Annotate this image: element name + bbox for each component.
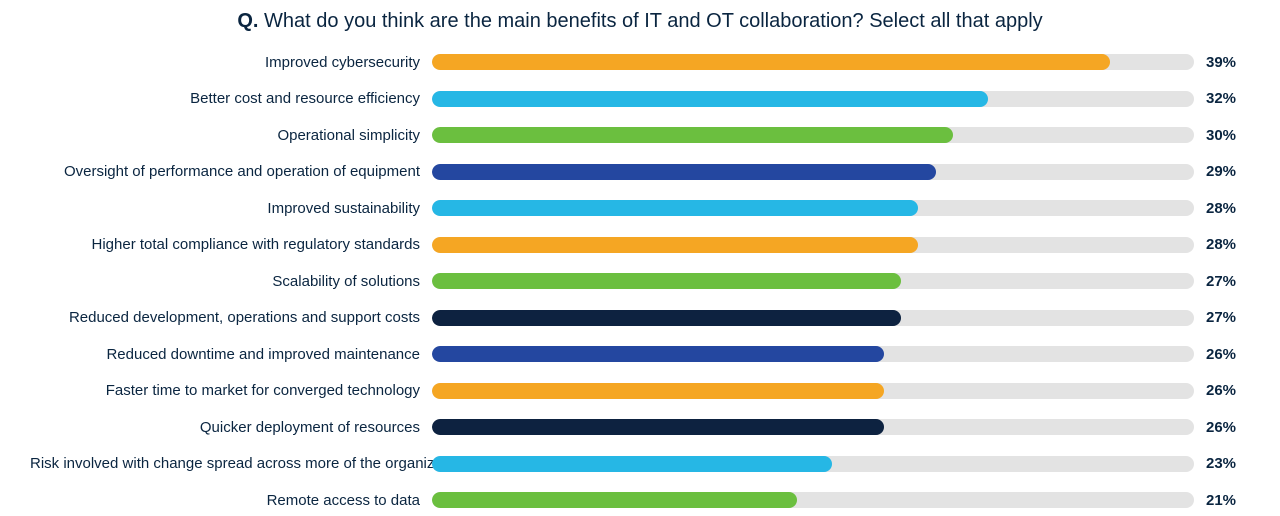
bar-row: Scalability of solutions 27%	[30, 270, 1250, 292]
bar-fill	[432, 164, 936, 180]
title-text: What do you think are the main benefits …	[264, 10, 1043, 32]
bar-label: Scalability of solutions	[30, 273, 420, 290]
bar-label: Remote access to data	[30, 492, 420, 509]
bar-value: 32%	[1206, 90, 1250, 107]
bar-row: Remote access to data 21%	[30, 489, 1250, 511]
bar-fill	[432, 383, 884, 399]
bar-label: Higher total compliance with regulatory …	[30, 236, 420, 253]
bar-track	[432, 419, 1194, 435]
bar-track	[432, 346, 1194, 362]
bar-fill	[432, 492, 797, 508]
bar-fill	[432, 273, 901, 289]
bar-row: Reduced development, operations and supp…	[30, 307, 1250, 329]
bar-track	[432, 54, 1194, 70]
bar-value: 26%	[1206, 419, 1250, 436]
bar-fill	[432, 237, 918, 253]
bar-fill	[432, 310, 901, 326]
bar-row: Reduced downtime and improved maintenanc…	[30, 343, 1250, 365]
bar-label: Quicker deployment of resources	[30, 419, 420, 436]
bar-label: Faster time to market for converged tech…	[30, 382, 420, 399]
bar-fill	[432, 456, 832, 472]
bar-track	[432, 310, 1194, 326]
bar-row: Better cost and resource efficiency 32%	[30, 88, 1250, 110]
bar-value: 26%	[1206, 346, 1250, 363]
bar-fill	[432, 91, 988, 107]
bar-track	[432, 383, 1194, 399]
bar-row: Faster time to market for converged tech…	[30, 380, 1250, 402]
bar-track	[432, 273, 1194, 289]
bar-fill	[432, 419, 884, 435]
bar-track	[432, 91, 1194, 107]
bar-row: Operational simplicity 30%	[30, 124, 1250, 146]
bar-row: Oversight of performance and operation o…	[30, 161, 1250, 183]
bar-label: Reduced development, operations and supp…	[30, 309, 420, 326]
bar-track	[432, 164, 1194, 180]
bar-value: 23%	[1206, 455, 1250, 472]
bar-label: Better cost and resource efficiency	[30, 90, 420, 107]
bar-value: 39%	[1206, 54, 1250, 71]
bar-fill	[432, 127, 953, 143]
bar-row: Higher total compliance with regulatory …	[30, 234, 1250, 256]
bar-value: 26%	[1206, 382, 1250, 399]
bar-value: 27%	[1206, 309, 1250, 326]
bar-label: Operational simplicity	[30, 127, 420, 144]
bar-label: Risk involved with change spread across …	[30, 455, 420, 472]
bar-value: 28%	[1206, 236, 1250, 253]
bar-label: Oversight of performance and operation o…	[30, 163, 420, 180]
bar-track	[432, 127, 1194, 143]
bar-label: Improved cybersecurity	[30, 54, 420, 71]
bar-value: 27%	[1206, 273, 1250, 290]
bar-row: Improved cybersecurity 39%	[30, 51, 1250, 73]
bar-track	[432, 492, 1194, 508]
bar-value: 30%	[1206, 127, 1250, 144]
bar-value: 29%	[1206, 163, 1250, 180]
bar-rows: Improved cybersecurity 39% Better cost and…	[30, 51, 1250, 511]
bar-row: Risk involved with change spread across …	[30, 453, 1250, 475]
bar-fill	[432, 346, 884, 362]
bar-value: 28%	[1206, 200, 1250, 217]
chart-title: Q. What do you think are the main benefi…	[30, 10, 1250, 33]
bar-fill	[432, 54, 1110, 70]
chart-container: Q. What do you think are the main benefi…	[0, 0, 1280, 516]
bar-value: 21%	[1206, 492, 1250, 509]
bar-track	[432, 456, 1194, 472]
bar-label: Improved sustainability	[30, 200, 420, 217]
bar-row: Quicker deployment of resources 26%	[30, 416, 1250, 438]
bar-row: Improved sustainability 28%	[30, 197, 1250, 219]
bar-fill	[432, 200, 918, 216]
bar-track	[432, 200, 1194, 216]
title-prefix: Q.	[237, 10, 258, 32]
bar-label: Reduced downtime and improved maintenanc…	[30, 346, 420, 363]
bar-track	[432, 237, 1194, 253]
